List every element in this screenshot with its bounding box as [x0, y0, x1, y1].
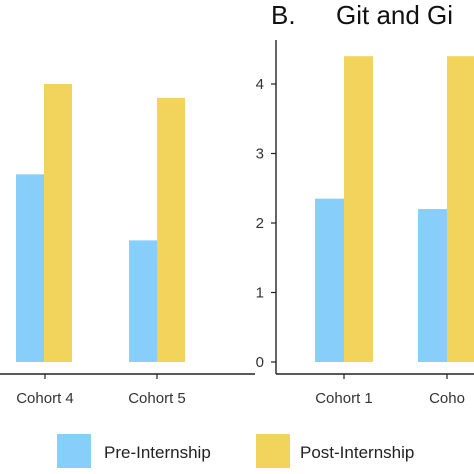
panel-a: Cohort 4 Cohort 5: [0, 84, 255, 407]
legend-swatch-pre-internship: [57, 434, 91, 468]
bar-b-coho-pre-internship: [418, 209, 447, 362]
bar-b-coho-post-internship: [447, 56, 474, 362]
bar-b-cohort-1-post-internship: [344, 56, 373, 362]
x-tick-label-b-1: Coho: [429, 390, 465, 407]
legend-label-post-internship: Post-Internship: [300, 443, 414, 462]
y-tick-label-b-2: 2: [256, 215, 264, 232]
bar-a-cohort-4-post-internship: [44, 84, 72, 362]
bar-b-cohort-1-pre-internship: [315, 198, 344, 362]
legend: Pre-Internship Post-Internship: [57, 434, 414, 468]
panel-b-label: B.: [271, 0, 296, 30]
y-tick-label-b-1: 1: [256, 285, 264, 302]
x-tick-label-a-0: Cohort 4: [16, 390, 74, 407]
x-tick-label-a-1: Cohort 5: [128, 390, 186, 407]
legend-swatch-post-internship: [256, 434, 290, 468]
panel-b-title: Git and Gi: [336, 0, 453, 30]
y-tick-label-b-0: 0: [256, 354, 264, 371]
legend-label-pre-internship: Pre-Internship: [104, 443, 211, 462]
bar-a-cohort-4-pre-internship: [16, 174, 44, 362]
panel-b: B. Git and Gi Cohort 1 Coho 0 1 2 3 4: [256, 0, 474, 407]
x-tick-label-b-0: Cohort 1: [315, 390, 373, 407]
y-tick-label-b-3: 3: [256, 146, 264, 163]
y-tick-label-b-4: 4: [256, 76, 264, 93]
bar-a-cohort-5-post-internship: [157, 97, 185, 363]
bar-a-cohort-5-pre-internship: [129, 240, 157, 362]
